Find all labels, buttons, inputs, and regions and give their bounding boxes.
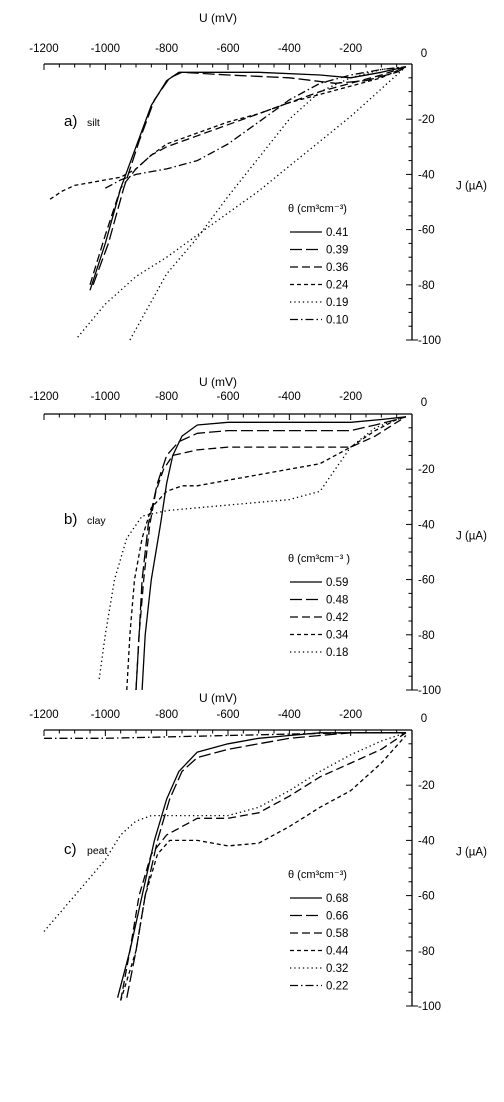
series-line-0.42 xyxy=(135,416,407,691)
legend-label: 0.44 xyxy=(326,946,349,958)
y-axis-label: J (µA) xyxy=(456,846,487,858)
x-axis-label: U (mV) xyxy=(199,11,237,25)
y-tick-label: -20 xyxy=(418,464,435,476)
series-line-0.24 xyxy=(49,66,407,200)
legend-label: 0.34 xyxy=(326,630,349,642)
legend-label: 0.39 xyxy=(326,245,348,257)
panel-letter: b) xyxy=(64,511,77,528)
series-line-0.41 xyxy=(89,66,407,291)
legend-label: 0.36 xyxy=(326,262,348,274)
series-line-0.44 xyxy=(120,735,407,1001)
x-tick-label: -600 xyxy=(216,43,239,55)
series-line-0.48 xyxy=(135,416,407,691)
legend-label: 0.48 xyxy=(326,595,348,607)
x-tick-label: -600 xyxy=(216,709,239,721)
panel-name: peat xyxy=(87,845,108,857)
y-axis-label: J (µA) xyxy=(456,180,487,192)
y-tick-label: -40 xyxy=(418,169,435,181)
panel-peat: U (mV) -1200 -1000 -800 -600 -400 -200 0 -20 -40 -… xyxy=(29,691,487,1013)
series-line-0.66 xyxy=(126,732,406,998)
x-axis-label: U (mV) xyxy=(199,691,237,705)
legend-label: 0.42 xyxy=(326,612,348,624)
x-tick-label: -400 xyxy=(278,43,301,55)
series-line-0.34 xyxy=(126,416,407,691)
series-line-0.22 xyxy=(44,732,406,739)
x-tick-label: -800 xyxy=(155,709,178,721)
origin-label: 0 xyxy=(421,48,427,60)
x-tick-label: -1000 xyxy=(91,709,120,721)
y-tick-label: -100 xyxy=(418,1001,441,1013)
legend-label: 0.59 xyxy=(326,577,348,589)
panel-name: silt xyxy=(87,117,100,129)
x-tick-label: -1000 xyxy=(91,43,120,55)
y-tick-label: -100 xyxy=(418,335,441,347)
legend-label: 0.19 xyxy=(326,297,348,309)
legend-title: θ (cm³cm⁻³ ) xyxy=(288,553,350,565)
x-tick-label: -800 xyxy=(155,391,178,403)
x-axis-label: U (mV) xyxy=(199,375,237,389)
legend-label: 0.66 xyxy=(326,911,348,923)
series-line-0.36 xyxy=(89,66,407,285)
series-line-0.10 xyxy=(104,66,406,189)
legend-label: 0.32 xyxy=(326,963,348,975)
x-tick-label: -1000 xyxy=(91,391,120,403)
x-tick-label: -200 xyxy=(339,709,362,721)
panel-letter: c) xyxy=(64,841,77,858)
series-line-unlabeled xyxy=(129,66,406,341)
legend-label: 0.41 xyxy=(326,227,348,239)
y-tick-label: -80 xyxy=(418,280,435,292)
y-tick-label: -60 xyxy=(418,225,435,237)
series-line-0.68 xyxy=(116,732,406,998)
legend-label: 0.10 xyxy=(326,315,348,327)
y-tick-label: -40 xyxy=(418,519,435,531)
y-tick-label: -40 xyxy=(418,835,435,847)
series-line-0.59 xyxy=(141,416,406,691)
x-tick-label: -200 xyxy=(339,43,362,55)
origin-label: 0 xyxy=(421,713,427,725)
legend-label: 0.18 xyxy=(326,647,348,659)
y-tick-label: -20 xyxy=(418,780,435,792)
panel-clay: U (mV) -1200 -1000 -800 -600 -400 -200 0 -20 -40 -… xyxy=(29,375,487,697)
legend-title: θ (cm³cm⁻³) xyxy=(288,869,347,881)
x-tick-label: -400 xyxy=(278,391,301,403)
y-axis-label: J (µA) xyxy=(456,530,487,542)
legend-label: 0.24 xyxy=(326,280,349,292)
y-tick-label: -100 xyxy=(418,685,441,697)
series-line-0.32 xyxy=(43,732,407,932)
legend-label: 0.58 xyxy=(326,928,348,940)
y-tick-label: -60 xyxy=(418,891,435,903)
x-tick-label: -1200 xyxy=(29,43,58,55)
panel-letter: a) xyxy=(64,113,77,130)
panel-name: clay xyxy=(87,515,106,527)
y-tick-label: -80 xyxy=(418,946,435,958)
legend-title: θ (cm³cm⁻³) xyxy=(288,203,347,215)
origin-label: 0 xyxy=(421,397,427,409)
series-line-0.58 xyxy=(120,732,407,1001)
x-tick-label: -200 xyxy=(339,391,362,403)
series-line-0.39 xyxy=(92,66,407,286)
x-tick-label: -1200 xyxy=(29,709,58,721)
y-tick-label: -60 xyxy=(418,575,435,587)
legend-label: 0.68 xyxy=(326,893,348,905)
series-line-0.19 xyxy=(77,66,407,338)
y-tick-label: -80 xyxy=(418,630,435,642)
x-tick-label: -600 xyxy=(216,391,239,403)
y-tick-label: -20 xyxy=(418,114,435,126)
x-tick-label: -800 xyxy=(155,43,178,55)
panel-silt: U (mV) -1200 -1000 -800 -600 -400 -200 0 -20 -40 -… xyxy=(29,11,487,347)
legend-label: 0.22 xyxy=(326,981,348,993)
x-tick-label: -1200 xyxy=(29,391,58,403)
x-tick-label: -400 xyxy=(278,709,301,721)
